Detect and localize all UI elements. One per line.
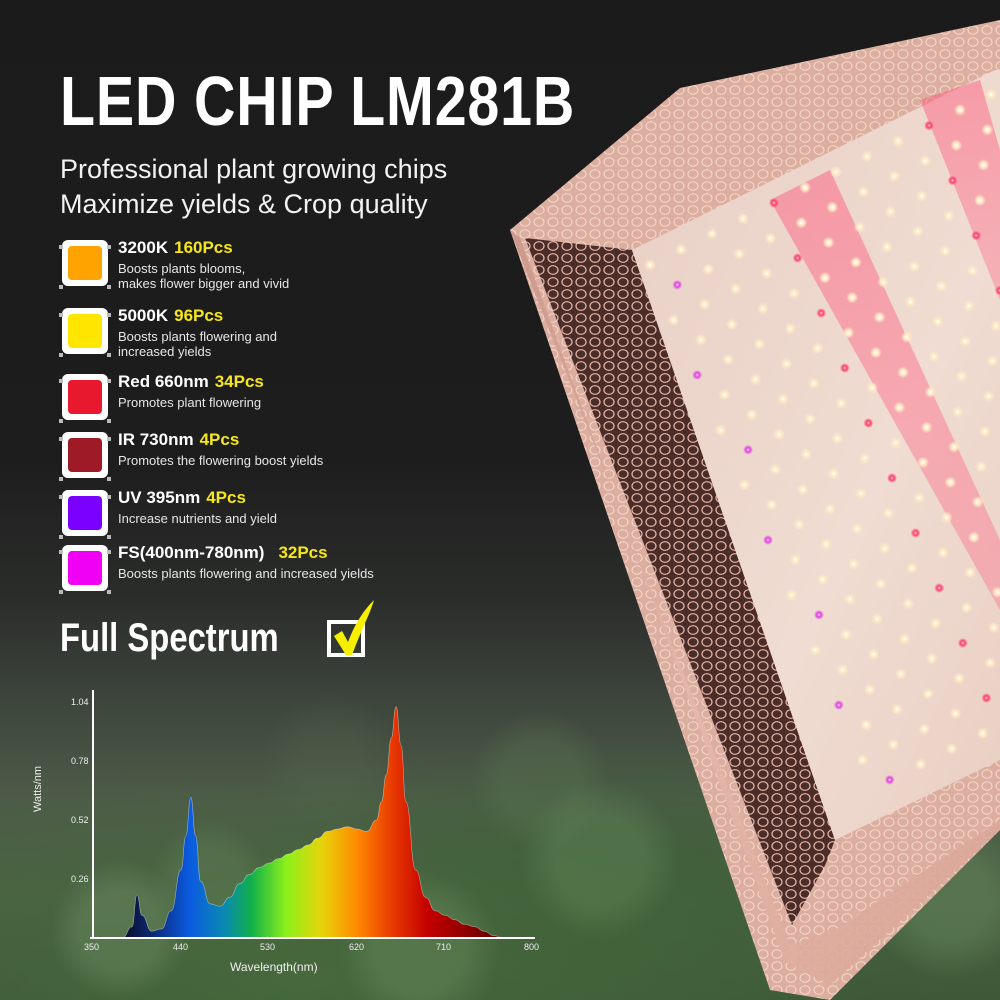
- y-tick: 0.26: [71, 874, 89, 884]
- x-tick: 530: [260, 942, 276, 952]
- chip-5000k: 5000K 96Pcs Boosts plants flowering and in…: [59, 306, 422, 364]
- chip-count: 4Pcs: [199, 430, 240, 449]
- chip-uv-395nm: UV 395nm 4Pcs Increase nutrients and yiel…: [59, 488, 422, 546]
- chip-ir-730nm: IR 730nm 4Pcs Promotes the flowering boos…: [59, 430, 422, 488]
- chip-count: 96Pcs: [174, 306, 224, 325]
- chip-name: FS(400nm-780nm): [118, 543, 265, 562]
- chip-name: 5000K: [118, 306, 169, 325]
- x-tick: 440: [173, 942, 189, 952]
- x-tick: 620: [349, 942, 365, 952]
- chip-count: 4Pcs: [206, 488, 246, 507]
- chip-red-660nm: Red 660nm 34Pcs Promotes plant flowering: [59, 372, 422, 430]
- subtitle-line-1: Professional plant growing chips: [60, 154, 448, 184]
- y-axis-label: Watts/nm: [32, 765, 44, 812]
- chip-name: 3200K: [118, 238, 169, 257]
- chip-swatch-red-icon: [59, 374, 111, 423]
- x-axis-label: Wavelength(nm): [230, 960, 318, 974]
- chip-swatch-yellow-icon: [59, 308, 111, 357]
- checkbox-checked-icon: [327, 600, 374, 657]
- page-title: LED CHIP LM281B: [60, 62, 576, 140]
- full-spectrum-label: Full Spectrum: [60, 616, 279, 660]
- chip-description: Boosts plants blooms, makes flower bigger…: [118, 261, 290, 291]
- chip-name: IR 730nm: [118, 430, 194, 449]
- chip-count: 32Pcs: [278, 543, 328, 562]
- y-tick: 0.78: [71, 756, 89, 766]
- chip-3200k: 3200K 160Pcs Boosts plants blooms, makes f…: [59, 238, 422, 296]
- spectrum-area: [122, 706, 504, 939]
- x-tick: 800: [524, 942, 540, 952]
- subtitle-line-2: Maximize yields & Crop quality: [60, 189, 428, 219]
- chip-description: Promotes the flowering boost yields: [118, 453, 324, 468]
- chip-swatch-orange-icon: [59, 240, 111, 289]
- chip-name: Red 660nm: [118, 372, 209, 391]
- y-tick: 1.04: [71, 697, 89, 707]
- chip-swatch-dark-red-icon: [59, 432, 111, 481]
- chip-description: Promotes plant flowering: [118, 395, 262, 410]
- chip-swatch-magenta-icon: [59, 545, 111, 594]
- subtitle: Professional plant growing chips Maximiz…: [60, 152, 447, 222]
- chip-description: Boosts plants flowering and increased yi…: [118, 566, 374, 581]
- chip-name: UV 395nm: [118, 488, 201, 507]
- x-tick: 710: [436, 942, 452, 952]
- chip-count: 34Pcs: [214, 372, 264, 391]
- chip-swatch-violet-icon: [59, 490, 111, 539]
- chip-description: Boosts plants flowering and increased yie…: [118, 329, 277, 359]
- chip-description: Increase nutrients and yield: [118, 511, 277, 526]
- x-tick: 350: [84, 942, 100, 952]
- chip-fs-400-780nm: FS(400nm-780nm) 32Pcs Boosts plants flowe…: [59, 543, 422, 601]
- chip-count: 160Pcs: [174, 238, 233, 257]
- y-tick: 0.52: [71, 815, 89, 825]
